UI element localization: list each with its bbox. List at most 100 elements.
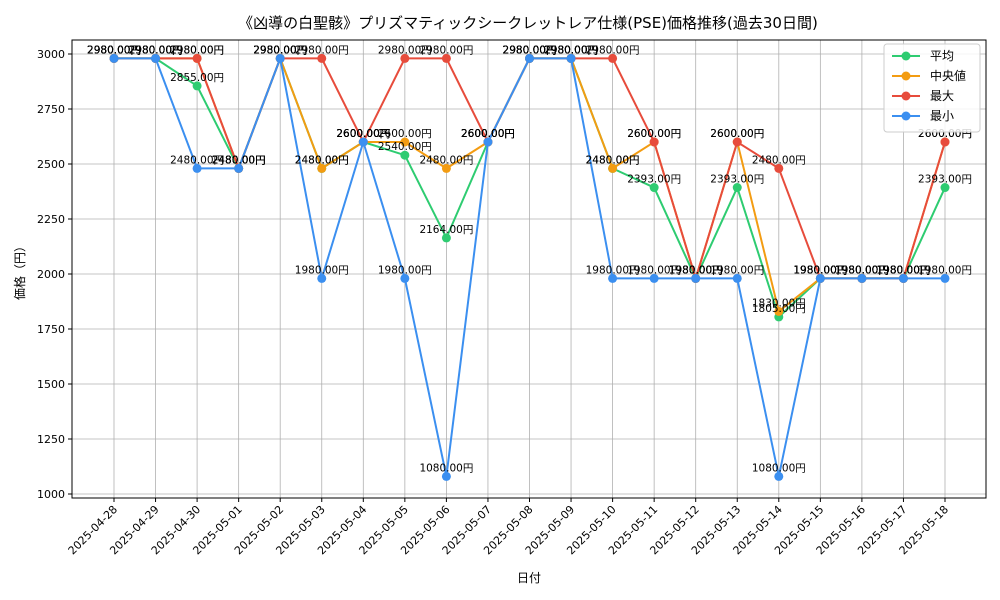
data-label: 2980.00円 xyxy=(129,44,183,56)
data-label: 2600.00円 xyxy=(461,128,515,140)
data-point xyxy=(192,53,202,63)
legend-box xyxy=(883,43,981,133)
data-label: 2480.00円 xyxy=(586,154,640,166)
data-label: 2980.00円 xyxy=(253,44,307,56)
data-label: 2980.00円 xyxy=(419,44,473,56)
data-label: 1980.00円 xyxy=(835,264,889,276)
data-label: 1080.00円 xyxy=(419,462,473,474)
series-area xyxy=(109,53,950,481)
data-label: 2600.00円 xyxy=(336,128,390,140)
data-point xyxy=(400,53,410,63)
legend-marker xyxy=(901,51,911,61)
data-point xyxy=(774,471,784,481)
data-point xyxy=(732,183,742,193)
data-label: 1980.00円 xyxy=(793,264,847,276)
data-label: 1980.00円 xyxy=(835,264,889,276)
data-label: 1980.00円 xyxy=(669,264,723,276)
data-point xyxy=(400,137,410,147)
legend-label: 最大 xyxy=(930,89,954,103)
data-point xyxy=(317,163,327,173)
data-point xyxy=(566,53,576,63)
data-label: 2980.00円 xyxy=(253,44,307,56)
data-point xyxy=(525,53,534,63)
data-label: 2600.00円 xyxy=(336,128,390,140)
data-label: 1980.00円 xyxy=(710,264,764,276)
data-point xyxy=(940,137,950,147)
data-label: 2980.00円 xyxy=(87,44,141,56)
data-label: 2600.00円 xyxy=(627,128,681,140)
data-label: 2980.00円 xyxy=(170,44,224,56)
data-label: 2980.00円 xyxy=(544,44,598,56)
x-axis-label: 日付 xyxy=(517,571,541,585)
data-label: 2600.00円 xyxy=(710,128,764,140)
data-label: 2980.00円 xyxy=(503,44,557,56)
data-point xyxy=(400,273,410,283)
data-point xyxy=(940,183,950,193)
data-label: 1980.00円 xyxy=(669,264,723,276)
data-label: 2480.00円 xyxy=(586,154,640,166)
data-label: 1980.00円 xyxy=(876,264,930,276)
data-label: 2855.00円 xyxy=(170,72,224,84)
data-label: 2540.00円 xyxy=(378,141,432,153)
data-point xyxy=(649,273,659,283)
legend-marker xyxy=(901,111,911,121)
data-label: 2980.00円 xyxy=(170,44,224,56)
data-point xyxy=(317,53,327,63)
legend-marker xyxy=(901,71,911,81)
data-label: 2980.00円 xyxy=(503,44,557,56)
data-label: 2980.00円 xyxy=(586,44,640,56)
data-label: 2600.00円 xyxy=(461,128,515,140)
data-label: 2600.00円 xyxy=(627,128,681,140)
y-tick-label: 3000 xyxy=(37,48,65,61)
data-label: 1980.00円 xyxy=(876,264,930,276)
data-label: 2600.00円 xyxy=(461,128,515,140)
data-label: 2480.00円 xyxy=(170,154,224,166)
legend-label: 中央値 xyxy=(930,68,966,83)
data-label: 2480.00円 xyxy=(752,154,806,166)
data-label: 1980.00円 xyxy=(835,264,889,276)
data-label: 1980.00円 xyxy=(876,264,930,276)
data-label: 2980.00円 xyxy=(544,44,598,56)
data-label: 2980.00円 xyxy=(295,44,349,56)
data-point xyxy=(358,137,368,147)
data-point xyxy=(400,150,410,160)
data-label: 1980.00円 xyxy=(876,264,930,276)
grid xyxy=(72,40,986,498)
data-point xyxy=(649,183,659,193)
data-point xyxy=(774,163,784,173)
y-tick-label: 2000 xyxy=(37,268,65,281)
data-point xyxy=(441,163,451,173)
y-axis-label: 価格（円） xyxy=(12,240,27,300)
data-label: 1980.00円 xyxy=(918,264,972,276)
legend-label: 最小 xyxy=(930,109,954,123)
data-label: 2980.00円 xyxy=(87,44,141,56)
data-point xyxy=(732,273,742,283)
data-label: 2480.00円 xyxy=(419,154,473,166)
data-point xyxy=(483,137,493,147)
data-label: 2980.00円 xyxy=(503,44,557,56)
data-label: 1980.00円 xyxy=(669,264,723,276)
data-label: 2980.00円 xyxy=(129,44,183,56)
data-label: 2980.00円 xyxy=(503,44,557,56)
data-label: 1980.00円 xyxy=(378,264,432,276)
data-point xyxy=(608,163,618,173)
data-label: 2600.00円 xyxy=(378,128,432,140)
data-label: 1830.00円 xyxy=(752,297,806,309)
data-label: 1980.00円 xyxy=(586,264,640,276)
data-label: 2600.00円 xyxy=(710,128,764,140)
data-point xyxy=(608,273,618,283)
data-point xyxy=(234,163,244,173)
legend-label: 平均 xyxy=(930,49,954,63)
data-label: 2480.00円 xyxy=(212,154,266,166)
y-tick-label: 2750 xyxy=(37,103,65,116)
data-label: 2480.00円 xyxy=(295,154,349,166)
data-label: 1980.00円 xyxy=(835,264,889,276)
data-label: 2600.00円 xyxy=(461,128,515,140)
data-point xyxy=(441,53,451,63)
data-label: 2980.00円 xyxy=(544,44,598,56)
x-axis: 2025-04-282025-04-292025-04-302025-05-01… xyxy=(66,498,951,557)
y-tick-label: 1250 xyxy=(37,433,65,446)
data-point xyxy=(192,81,202,91)
